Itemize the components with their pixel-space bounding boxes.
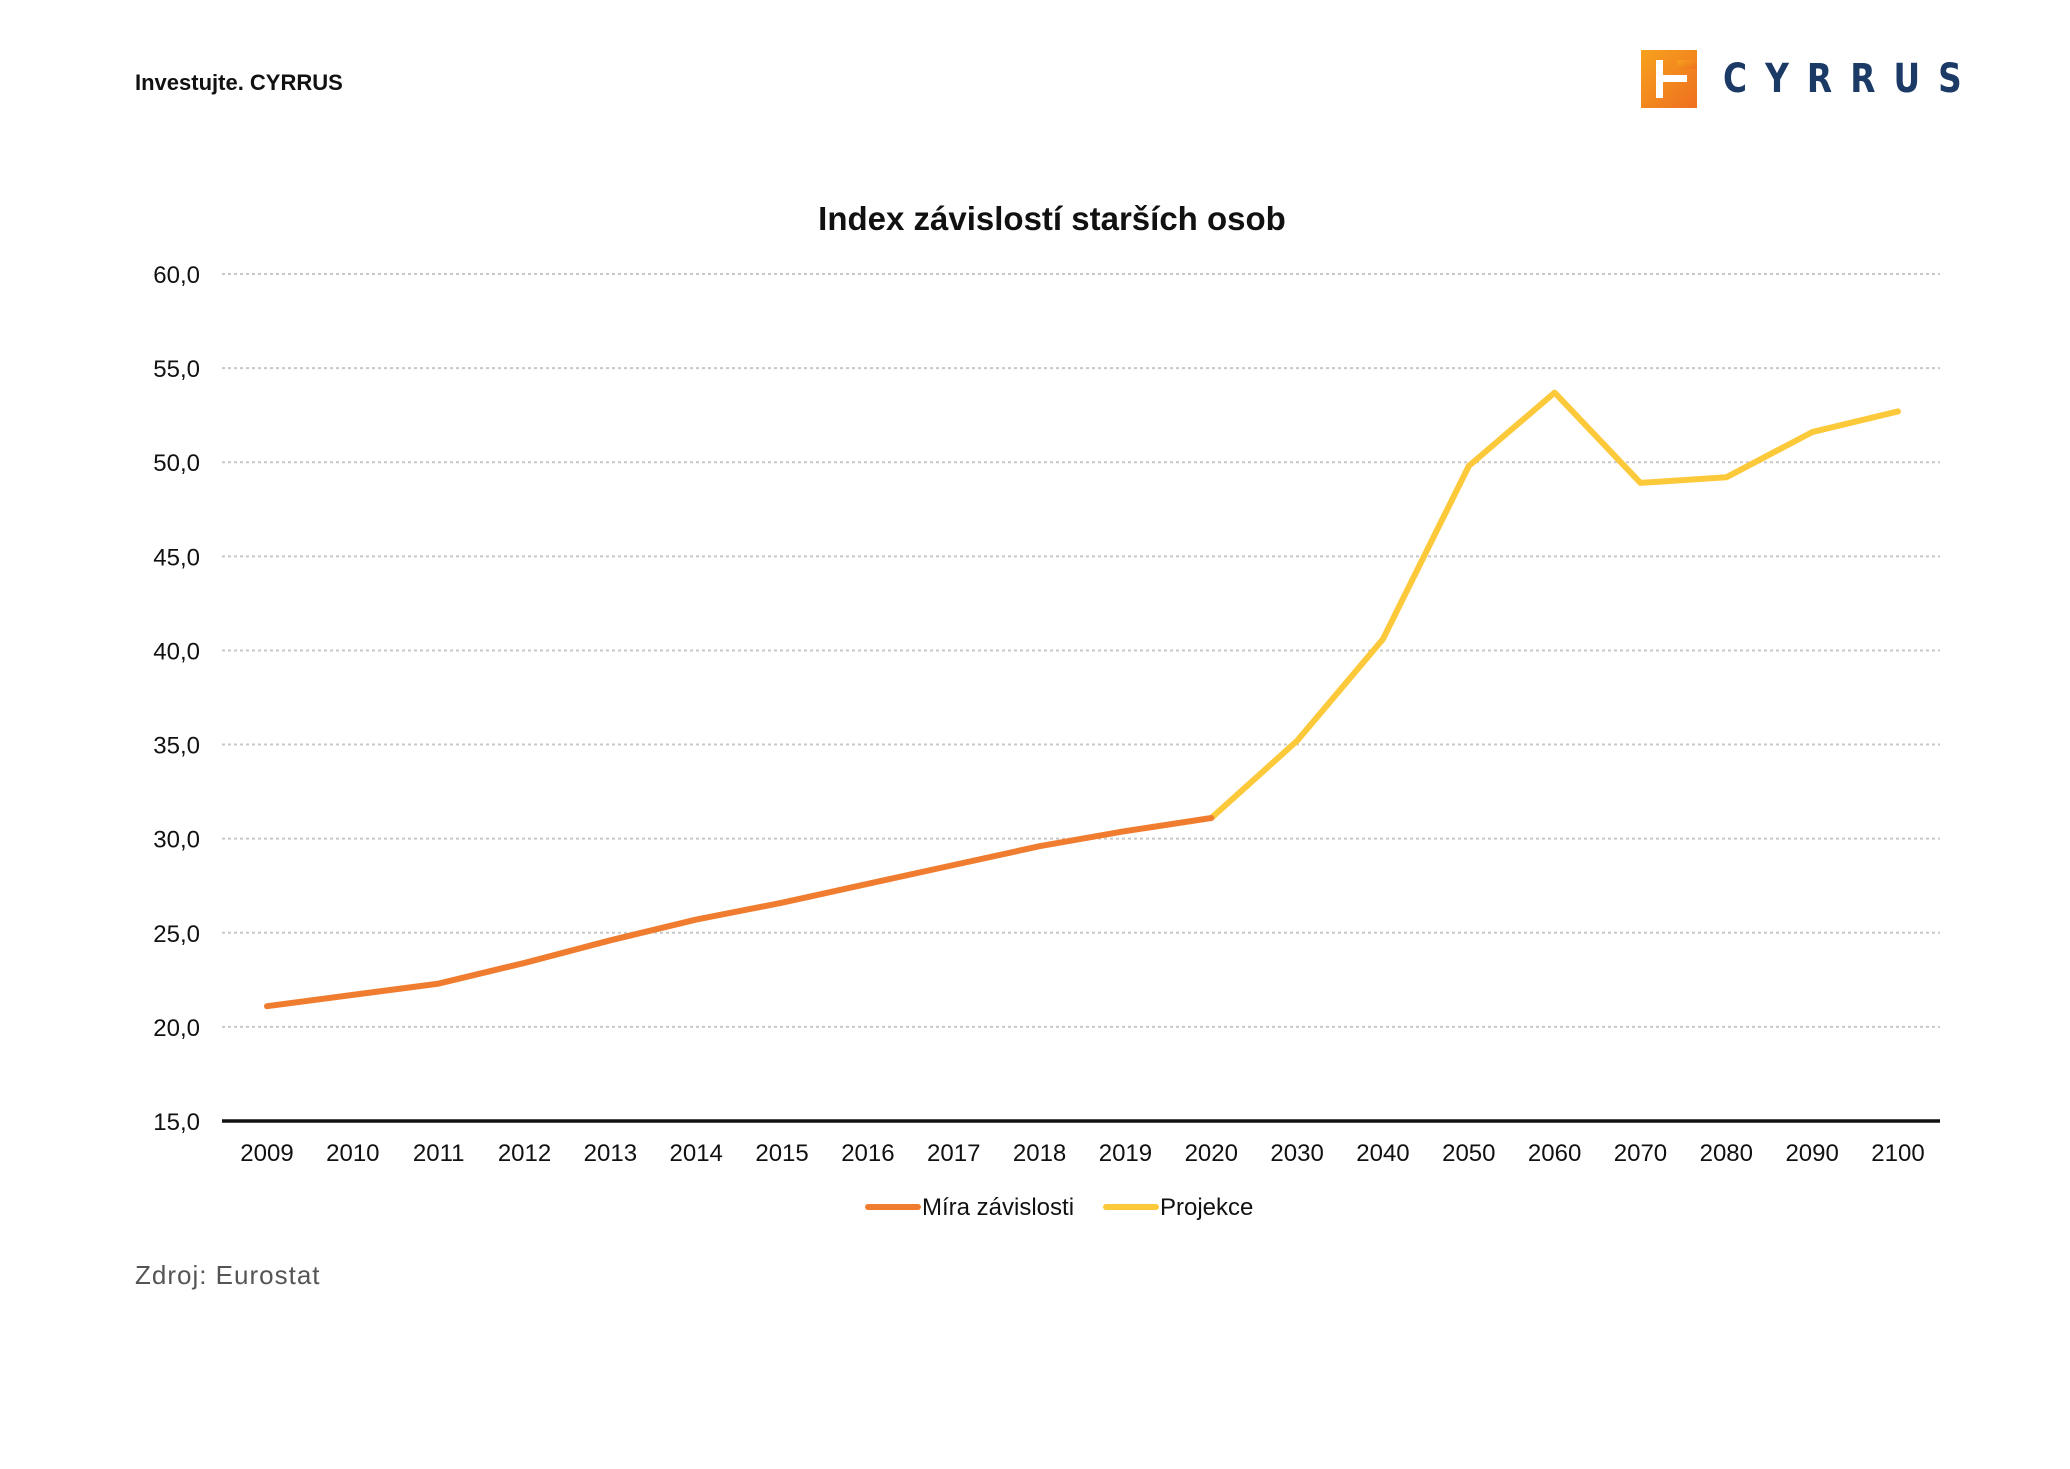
source-note: Zdroj: Eurostat <box>135 1260 321 1290</box>
cyrrus-logo: CYRRUS <box>1641 50 2036 108</box>
x-tick-label: 2090 <box>1785 1140 1838 1167</box>
gridlines <box>222 273 1940 1028</box>
y-tick-label: 60,0 <box>153 262 200 289</box>
x-tick-label: 2070 <box>1614 1140 1667 1167</box>
y-tick-label: 50,0 <box>153 450 200 477</box>
x-tick-label: 2100 <box>1871 1140 1924 1167</box>
y-tick-label: 40,0 <box>153 638 200 665</box>
y-tick-label: 35,0 <box>153 733 200 760</box>
x-axis-ticks: 2009 2010 2011 2012 2013 2014 2015 2016 2017 2018… <box>240 1140 1924 1167</box>
x-tick-label: 2011 <box>413 1140 465 1167</box>
x-tick-label: 2020 <box>1185 1140 1238 1167</box>
y-tick-label: 45,0 <box>153 544 200 571</box>
x-tick-label: 2030 <box>1270 1140 1323 1167</box>
x-tick-label: 2012 <box>498 1140 551 1167</box>
series-line-mira-zavislosti <box>264 815 1215 1010</box>
x-tick-label: 2009 <box>240 1140 293 1167</box>
x-tick-label: 2060 <box>1528 1140 1581 1167</box>
chart-title: Index závislostí starších osob <box>818 200 1286 237</box>
x-tick-label: 2080 <box>1700 1140 1753 1167</box>
x-tick-label: 2040 <box>1356 1140 1409 1167</box>
y-tick-label: 55,0 <box>153 356 200 383</box>
x-tick-label: 2018 <box>1013 1140 1066 1167</box>
x-tick-label: 2016 <box>841 1140 894 1167</box>
cyrrus-logo-icon <box>1641 50 1697 108</box>
legend: Míra závislosti Projekce <box>865 1194 1253 1221</box>
series-lines <box>264 389 1901 1010</box>
x-tick-label: 2010 <box>326 1140 379 1167</box>
header-tagline: Investujte. CYRRUS <box>135 70 343 95</box>
cyrrus-logo-text: CYRRUS <box>1723 56 1980 102</box>
y-tick-label: 25,0 <box>153 921 200 948</box>
y-tick-label: 15,0 <box>153 1109 200 1136</box>
series-line-projekce <box>1208 389 1901 821</box>
x-tick-label: 2013 <box>584 1140 637 1167</box>
y-tick-label: 30,0 <box>153 827 200 854</box>
legend-label: Míra závislosti <box>922 1194 1074 1221</box>
x-tick-label: 2050 <box>1442 1140 1495 1167</box>
y-tick-label: 20,0 <box>153 1015 200 1042</box>
x-tick-label: 2017 <box>927 1140 980 1167</box>
x-tick-label: 2019 <box>1099 1140 1152 1167</box>
y-axis-ticks: 60,0 55,0 50,0 45,0 40,0 35,0 30,0 25,0 20,0 15,0 <box>153 262 200 1136</box>
x-tick-label: 2014 <box>670 1140 723 1167</box>
x-tick-label: 2015 <box>755 1140 808 1167</box>
legend-label: Projekce <box>1160 1194 1253 1221</box>
